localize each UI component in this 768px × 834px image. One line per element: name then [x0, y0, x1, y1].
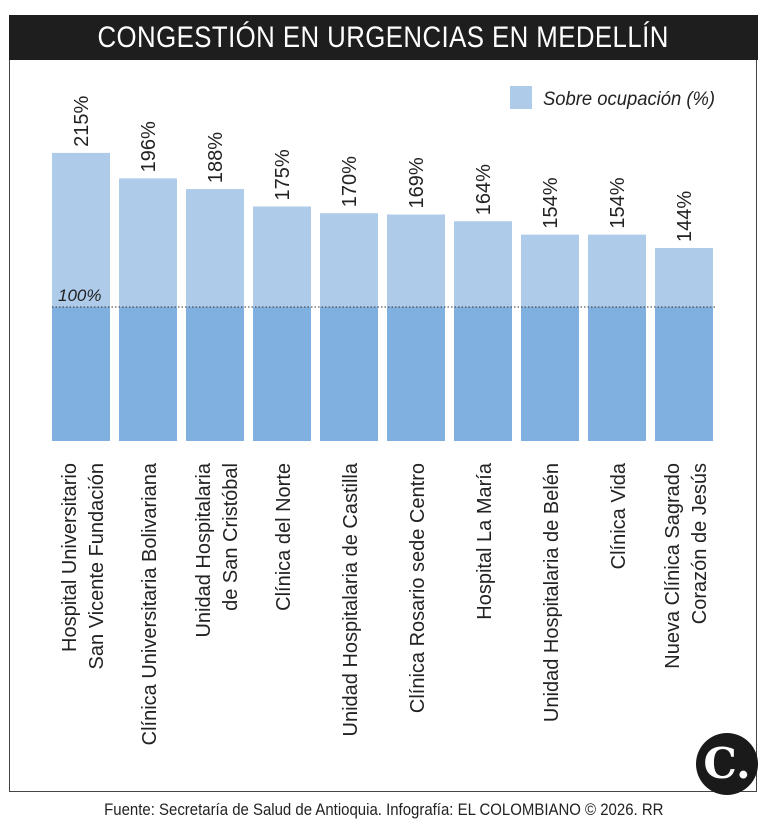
category-label: San Vicente Fundación	[86, 463, 108, 669]
bar-base	[52, 307, 110, 441]
footer-text: Fuente: Secretaría de Salud de Antioquia…	[104, 800, 664, 819]
value-label: 169%	[406, 157, 428, 208]
value-label: 154%	[607, 177, 629, 228]
category-label: Unidad Hospitalaria de Castilla	[340, 462, 362, 736]
bar-base	[186, 307, 244, 441]
value-label: 154%	[540, 177, 562, 228]
bar-base	[521, 307, 579, 441]
bar-base	[387, 307, 445, 441]
category-label: Hospital La María	[474, 462, 496, 620]
chart-title-text: CONGESTIÓN EN URGENCIAS EN MEDELLÍN	[97, 21, 670, 54]
value-label: 170%	[339, 156, 361, 207]
category-label: Clínica Universitaria Bolivariana	[139, 462, 161, 745]
category-label: Clínica del Norte	[273, 463, 295, 611]
category-label: Nueva Clínica Sagrado	[662, 463, 684, 669]
category-label: Corazón de Jesús	[689, 463, 711, 624]
legend-swatch	[510, 86, 532, 109]
bar-excess	[253, 206, 311, 307]
bar-base	[119, 307, 177, 441]
bar-excess	[186, 189, 244, 307]
category-label: Unidad Hospitalaria	[193, 462, 215, 637]
value-label: 188%	[205, 132, 227, 183]
value-label: 196%	[138, 121, 160, 172]
bar-excess	[588, 234, 646, 307]
value-label: 215%	[71, 96, 93, 147]
bar-base	[320, 307, 378, 441]
category-label: de San Cristóbal	[220, 463, 242, 611]
bar-excess	[387, 214, 445, 307]
category-label: Clínica Vida	[608, 462, 630, 569]
bar-base	[655, 307, 713, 441]
bar-excess	[119, 178, 177, 307]
bar-excess	[655, 248, 713, 307]
category-label: Unidad Hospitalaria de Belén	[541, 463, 563, 722]
legend-label: Sobre ocupación (%)	[543, 89, 715, 110]
bar-excess	[521, 234, 579, 307]
value-label: 144%	[674, 191, 696, 242]
bar-excess	[52, 152, 110, 307]
el-colombiano-logo: C.	[696, 733, 758, 795]
source-footer: Fuente: Secretaría de Salud de Antioquia…	[0, 800, 768, 820]
bar-excess	[454, 221, 512, 307]
bar-excess	[320, 213, 378, 307]
category-label: Clínica Rosario sede Centro	[407, 463, 429, 713]
category-label: Hospital Universitario	[59, 463, 81, 652]
bar-base	[454, 307, 512, 441]
chart-frame	[9, 15, 757, 792]
value-label: 175%	[272, 149, 294, 200]
value-label: 164%	[473, 164, 495, 215]
bar-base	[253, 307, 311, 441]
bar-base	[588, 307, 646, 441]
chart-title: CONGESTIÓN EN URGENCIAS EN MEDELLÍN	[9, 15, 758, 60]
reference-line-label: 100%	[58, 286, 101, 305]
